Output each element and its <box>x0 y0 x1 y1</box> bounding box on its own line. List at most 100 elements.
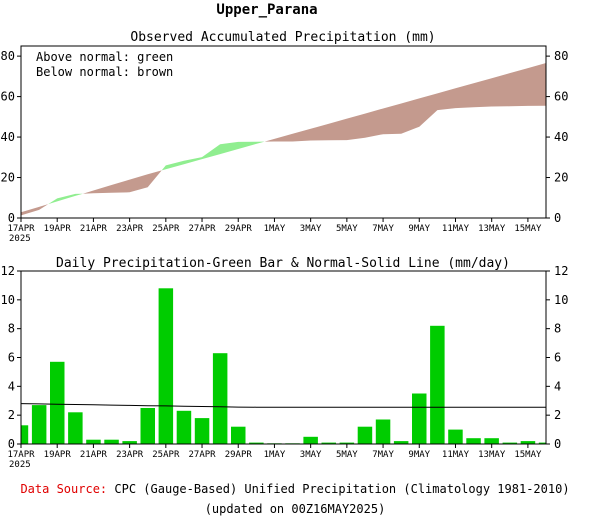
daily-bar <box>140 408 155 444</box>
x-tick-label: 29APR <box>225 224 253 234</box>
y-tick-label-right: 10 <box>554 293 568 307</box>
y-tick-label-right: 8 <box>554 322 561 336</box>
above-normal-area <box>48 193 83 205</box>
daily-bar <box>484 438 499 444</box>
y-tick-label-right: 12 <box>554 264 568 278</box>
y-tick-label-left: 2 <box>8 408 15 422</box>
x-tick-label: 29APR <box>225 450 253 460</box>
x-tick-label: 17APR <box>7 450 35 460</box>
daily-chart: 0 0 2 2 4 4 6 6 8 8 10 10 12 12 17APR 19APR 21APR 23APR 25… <box>1 264 569 470</box>
x-tick-label: 1MAY <box>264 224 286 234</box>
x-tick-label: 3MAY <box>300 450 322 460</box>
below-normal-area <box>82 170 162 194</box>
plot-frame <box>20 45 547 219</box>
data-source-prefix: Data Source: <box>20 482 108 496</box>
legend-entry: Below normal: brown <box>36 65 173 79</box>
x-tick-label: 15MAY <box>514 450 542 460</box>
daily-bar <box>122 441 137 444</box>
x-tick-label: 27APR <box>188 224 216 234</box>
y-tick-label-left: 60 <box>1 90 15 104</box>
y-tick-label-right: 20 <box>554 171 568 185</box>
data-source-line: Data Source: CPC (Gauge-Based) Unified P… <box>0 482 590 496</box>
y-tick-label-left: 8 <box>8 322 15 336</box>
x-tick-label: 19APR <box>44 224 72 234</box>
x-tick-label: 13MAY <box>478 450 506 460</box>
legend-entry: Above normal: green <box>36 50 173 64</box>
daily-bar <box>86 439 101 444</box>
top-chart-title: Observed Accumulated Precipitation (mm) <box>130 30 435 45</box>
daily-bar <box>21 425 29 444</box>
y-tick-label-left: 40 <box>1 130 15 144</box>
above-normal-area <box>161 141 265 171</box>
daily-bar <box>357 426 373 444</box>
x-tick-label: 7MAY <box>372 450 394 460</box>
daily-bar <box>393 441 409 444</box>
daily-bar <box>466 438 481 444</box>
below-normal-area <box>21 204 49 216</box>
daily-bar <box>502 442 518 444</box>
daily-bar <box>321 442 336 444</box>
x-tick-label: 9MAY <box>408 224 430 234</box>
daily-bar <box>520 441 536 444</box>
x-tick-label: 23APR <box>116 224 144 234</box>
year-label: 2025 <box>9 234 31 244</box>
page-title: Upper_Parana <box>216 2 317 18</box>
y-tick-label-right: 4 <box>554 379 561 393</box>
x-tick-label: 15MAY <box>514 224 542 234</box>
accumulated-chart: 0 0 20 20 40 40 60 60 80 80 17APR 19APR 21APR 23APR 25… <box>1 45 568 244</box>
y-tick-label-left: 80 <box>1 49 15 63</box>
x-tick-label: 11MAY <box>442 224 470 234</box>
x-tick-label: 9MAY <box>408 450 430 460</box>
y-tick-label-left: 12 <box>1 264 15 278</box>
normal-line <box>20 403 546 408</box>
y-tick-label-left: 20 <box>1 171 15 185</box>
below-normal-area <box>264 63 546 142</box>
daily-bar <box>212 353 228 444</box>
x-tick-label: 17APR <box>7 224 35 234</box>
y-tick-label-right: 40 <box>554 130 568 144</box>
x-tick-label: 25APR <box>152 450 180 460</box>
daily-bar <box>231 426 246 444</box>
y-tick-label-right: 0 <box>554 211 561 225</box>
y-tick-label-left: 0 <box>8 437 15 451</box>
x-tick-label: 3MAY <box>300 224 322 234</box>
y-tick-label-left: 4 <box>8 379 15 393</box>
x-tick-label: 13MAY <box>478 224 506 234</box>
x-tick-label: 5MAY <box>336 224 358 234</box>
y-tick-label-left: 0 <box>8 211 15 225</box>
y-tick-label-left: 6 <box>8 351 15 365</box>
daily-bar <box>448 429 463 444</box>
daily-bar <box>538 442 546 444</box>
updated-line: (updated on 00Z16MAY2025) <box>204 502 386 516</box>
x-tick-label: 19APR <box>44 450 72 460</box>
plot-frame <box>20 270 547 445</box>
daily-bar <box>339 442 355 444</box>
x-tick-label: 25APR <box>152 224 180 234</box>
daily-bar <box>194 418 210 444</box>
daily-bar <box>303 436 318 444</box>
y-tick-label-right: 2 <box>554 408 561 422</box>
daily-bar <box>158 288 174 444</box>
x-tick-label: 23APR <box>116 450 144 460</box>
y-tick-label-right: 60 <box>554 90 568 104</box>
daily-bar <box>249 442 264 444</box>
year-label: 2025 <box>9 460 31 470</box>
daily-bar <box>68 412 83 444</box>
x-tick-label: 1MAY <box>264 450 286 460</box>
x-tick-label: 11MAY <box>442 450 470 460</box>
x-tick-label: 21APR <box>80 224 108 234</box>
x-tick-label: 5MAY <box>336 450 358 460</box>
daily-bar <box>104 439 119 444</box>
y-tick-label-right: 6 <box>554 351 561 365</box>
x-tick-label: 27APR <box>188 450 216 460</box>
daily-bar <box>50 361 65 444</box>
y-tick-label-right: 80 <box>554 49 568 63</box>
x-tick-label: 7MAY <box>372 224 394 234</box>
y-tick-label-left: 10 <box>1 293 15 307</box>
data-source-text: CPC (Gauge-Based) Unified Precipitation … <box>114 482 570 496</box>
daily-bar <box>375 419 391 444</box>
y-tick-label-right: 0 <box>554 437 561 451</box>
daily-bar <box>176 410 192 444</box>
x-tick-label: 21APR <box>80 450 108 460</box>
